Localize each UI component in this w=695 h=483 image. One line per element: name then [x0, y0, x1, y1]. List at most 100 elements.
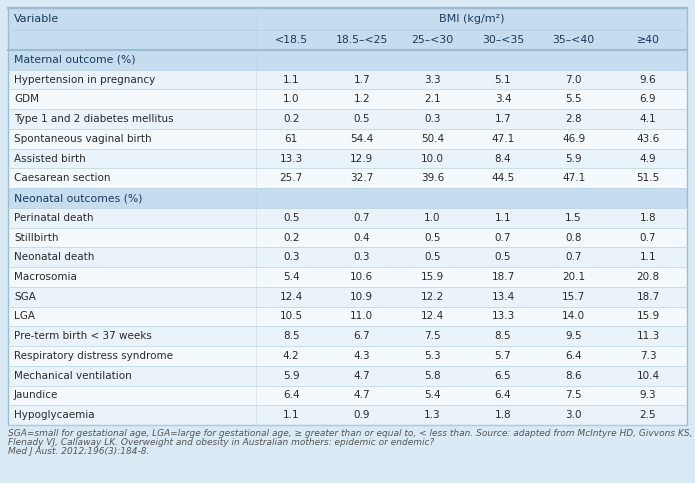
- Bar: [468, 89, 539, 109]
- Text: 13.3: 13.3: [491, 312, 514, 322]
- Bar: [539, 30, 609, 50]
- Bar: [468, 30, 539, 50]
- Bar: [8, 8, 687, 425]
- Text: Mechanical ventilation: Mechanical ventilation: [14, 370, 132, 381]
- Bar: [397, 327, 468, 346]
- Text: 18.7: 18.7: [637, 292, 660, 302]
- Text: 10.4: 10.4: [637, 370, 660, 381]
- Text: 5.7: 5.7: [495, 351, 512, 361]
- Text: SGA: SGA: [14, 292, 36, 302]
- Text: 9.5: 9.5: [565, 331, 582, 341]
- Bar: [609, 149, 687, 169]
- Text: 0.7: 0.7: [565, 252, 582, 262]
- Text: 8.5: 8.5: [283, 331, 300, 341]
- Text: 7.5: 7.5: [424, 331, 441, 341]
- Bar: [256, 89, 327, 109]
- Bar: [539, 129, 609, 149]
- Text: 18.7: 18.7: [491, 272, 514, 282]
- Text: BMI (kg/m²): BMI (kg/m²): [439, 14, 504, 24]
- Text: 13.4: 13.4: [491, 292, 514, 302]
- Text: 5.4: 5.4: [424, 390, 441, 400]
- Bar: [468, 70, 539, 89]
- Bar: [327, 385, 397, 405]
- Bar: [468, 346, 539, 366]
- Bar: [397, 405, 468, 425]
- Bar: [539, 366, 609, 385]
- Text: 0.9: 0.9: [354, 410, 370, 420]
- Text: 8.6: 8.6: [565, 370, 582, 381]
- Bar: [8, 267, 256, 287]
- Bar: [256, 70, 327, 89]
- Text: 0.3: 0.3: [283, 252, 300, 262]
- Bar: [397, 149, 468, 169]
- Bar: [609, 129, 687, 149]
- Bar: [327, 287, 397, 307]
- Bar: [327, 307, 397, 327]
- Text: 32.7: 32.7: [350, 173, 373, 183]
- Text: 4.2: 4.2: [283, 351, 300, 361]
- Text: 4.7: 4.7: [354, 390, 370, 400]
- Bar: [256, 346, 327, 366]
- Bar: [256, 327, 327, 346]
- Text: Stillbirth: Stillbirth: [14, 232, 58, 242]
- Text: 10.6: 10.6: [350, 272, 373, 282]
- Bar: [609, 109, 687, 129]
- Bar: [397, 70, 468, 89]
- Text: Spontaneous vaginal birth: Spontaneous vaginal birth: [14, 134, 152, 144]
- Text: 1.5: 1.5: [565, 213, 582, 223]
- Text: 3.3: 3.3: [424, 74, 441, 85]
- Text: 9.3: 9.3: [639, 390, 656, 400]
- Text: Macrosomia: Macrosomia: [14, 272, 77, 282]
- Bar: [8, 89, 256, 109]
- Bar: [327, 346, 397, 366]
- Bar: [8, 366, 256, 385]
- Bar: [468, 109, 539, 129]
- Bar: [609, 70, 687, 89]
- Bar: [609, 247, 687, 267]
- Bar: [468, 247, 539, 267]
- Bar: [609, 287, 687, 307]
- Text: 1.7: 1.7: [495, 114, 512, 124]
- Text: 0.2: 0.2: [283, 232, 300, 242]
- Bar: [468, 327, 539, 346]
- Text: 30–<35: 30–<35: [482, 35, 524, 45]
- Text: 1.1: 1.1: [283, 74, 300, 85]
- Text: Jaundice: Jaundice: [14, 390, 58, 400]
- Text: Med J Aust. 2012;196(3):184-8.: Med J Aust. 2012;196(3):184-8.: [8, 447, 149, 456]
- Bar: [609, 89, 687, 109]
- Bar: [539, 169, 609, 188]
- Text: SGA=small for gestational age, LGA=large for gestational age, ≥ greater than or : SGA=small for gestational age, LGA=large…: [8, 429, 692, 438]
- Bar: [539, 247, 609, 267]
- Text: 47.1: 47.1: [491, 134, 514, 144]
- Bar: [609, 385, 687, 405]
- Text: 39.6: 39.6: [420, 173, 444, 183]
- Bar: [397, 385, 468, 405]
- Text: 0.3: 0.3: [424, 114, 441, 124]
- Bar: [256, 307, 327, 327]
- Text: 1.0: 1.0: [424, 213, 441, 223]
- Text: Respiratory distress syndrome: Respiratory distress syndrome: [14, 351, 173, 361]
- Text: Flenady VJ, Callaway LK. Overweight and obesity in Australian mothers: epidemic : Flenady VJ, Callaway LK. Overweight and …: [8, 438, 434, 447]
- Bar: [468, 287, 539, 307]
- Bar: [468, 169, 539, 188]
- Bar: [256, 208, 327, 227]
- Bar: [609, 30, 687, 50]
- Text: 9.6: 9.6: [639, 74, 656, 85]
- Bar: [8, 109, 256, 129]
- Bar: [397, 89, 468, 109]
- Text: 51.5: 51.5: [637, 173, 660, 183]
- Bar: [256, 30, 327, 50]
- Text: 12.4: 12.4: [420, 312, 444, 322]
- Bar: [256, 405, 327, 425]
- Text: 5.4: 5.4: [283, 272, 300, 282]
- Text: Type 1 and 2 diabetes mellitus: Type 1 and 2 diabetes mellitus: [14, 114, 174, 124]
- Bar: [256, 366, 327, 385]
- Text: 25.7: 25.7: [279, 173, 303, 183]
- Bar: [468, 208, 539, 227]
- Bar: [8, 247, 256, 267]
- Text: Caesarean section: Caesarean section: [14, 173, 111, 183]
- Bar: [397, 247, 468, 267]
- Bar: [539, 227, 609, 247]
- Text: 1.0: 1.0: [283, 94, 300, 104]
- Bar: [397, 307, 468, 327]
